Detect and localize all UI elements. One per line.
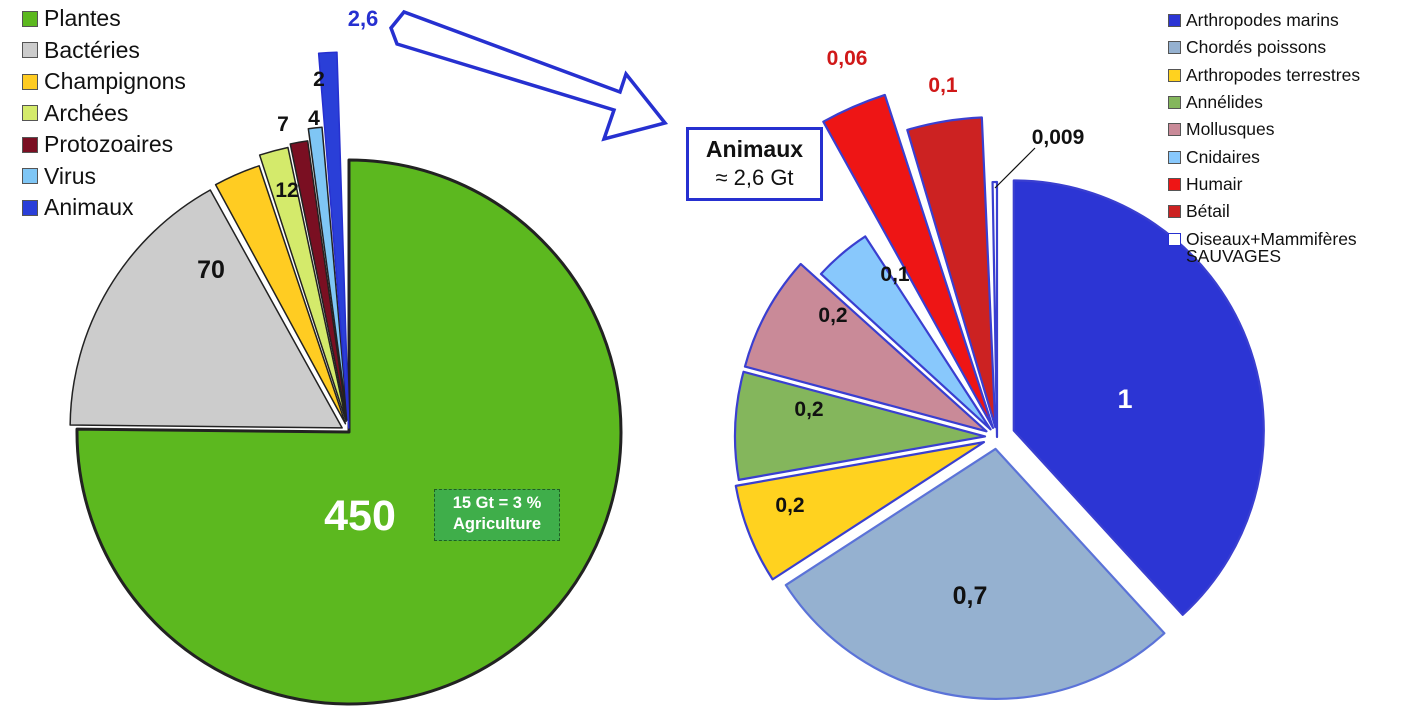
legend-left-label: Archées	[44, 99, 129, 126]
legend-left-item-virus: Virus	[22, 161, 186, 193]
left-pie	[69, 51, 623, 706]
legend-left-label: Champignons	[44, 68, 186, 95]
arrow-animaux	[389, 9, 669, 142]
left-slice-bacteries	[69, 189, 343, 429]
right-label-chordes-poissons: 0,7	[953, 582, 988, 610]
legend-right: Arthropodes marins Chordés poissons Arthro…	[1168, 7, 1360, 265]
legend-left-item-archees: Archées	[22, 98, 186, 130]
legend-right-swatch-cnidaires	[1168, 150, 1181, 164]
right-pie	[733, 93, 1265, 700]
left-label-protozoaires: 4	[308, 107, 320, 130]
legend-right-swatch-chordes-poissons	[1168, 41, 1181, 55]
legend-right-swatch-arthropodes-marins	[1168, 14, 1181, 28]
left-slice-archees	[258, 146, 347, 423]
legend-right-item-cnidaires: Cnidaires	[1168, 143, 1360, 170]
right-label-betail: 0,1	[928, 74, 958, 97]
legend-left-item-bacteries: Bactéries	[22, 35, 186, 67]
right-slice-betail	[906, 116, 997, 429]
left-slice-animaux	[317, 51, 350, 429]
legend-right-label: Arthropodes terrestres	[1186, 64, 1361, 85]
right-label-arthropodes-terrestres: 0,2	[775, 494, 804, 517]
legend-right-item-betail: Bétail	[1168, 198, 1360, 225]
right-slice-arthropodes-marins	[1012, 179, 1265, 616]
left-label-archees: 7	[277, 113, 289, 136]
legend-left-label: Animaux	[44, 194, 134, 221]
legend-left-swatch-champignons	[22, 73, 38, 90]
legend-left-label: Bactéries	[44, 36, 140, 63]
legend-right-label: Mollusques	[1186, 119, 1275, 140]
right-slice-arthropodes-terrestres	[734, 441, 986, 581]
leader-line-oiseaux	[994, 147, 1036, 189]
agriculture-annotation: 15 Gt = 3 % Agriculture	[434, 489, 560, 541]
legend-left-swatch-animaux	[22, 199, 38, 216]
left-slice-champignons	[214, 165, 347, 425]
left-label-animaux: 2,6	[348, 6, 379, 31]
right-slice-humain	[822, 93, 995, 429]
right-slice-annelides	[733, 370, 987, 481]
animaux-subtitle: ≈ 2,6 Gt	[715, 165, 794, 190]
legend-left-item-animaux: Animaux	[22, 192, 186, 224]
agriculture-line1: 15 Gt = 3 %	[452, 494, 542, 512]
left-slice-plantes	[75, 158, 623, 706]
legend-left-label: Virus	[44, 162, 96, 189]
slice-labels: 450 70 12 7 4 2 2,6 1 0,7 0,2 0,2 0,2 0,1 0,06 0,1 0,00…	[197, 6, 1132, 610]
right-label-mollusques: 0,2	[818, 304, 847, 327]
legend-right-item-arthropodes-terrestres: Arthropodes terrestres	[1168, 62, 1360, 89]
left-slice-virus	[307, 126, 349, 419]
legend-right-label: Oiseaux+Mammifères	[1186, 228, 1357, 249]
legend-right-label: Arthropodes marins	[1186, 10, 1339, 31]
animaux-total-box: Animaux ≈ 2,6 Gt	[686, 127, 823, 201]
legend-left-item-champignons: Champignons	[22, 66, 186, 98]
legend-left-swatch-bacteries	[22, 42, 38, 59]
legend-left-item-plantes: Plantes	[22, 3, 186, 35]
legend-right-label: Humair	[1186, 173, 1243, 194]
legend-right-swatch-betail	[1168, 205, 1181, 219]
left-label-plantes: 450	[324, 492, 396, 540]
left-label-virus: 2	[313, 68, 325, 91]
legend-left-swatch-protozoaires	[22, 136, 38, 153]
legend-left-item-protozoaires: Protozoaires	[22, 129, 186, 161]
legend-right-swatch-annelides	[1168, 96, 1181, 110]
legend-left-label: Protozoaires	[44, 131, 174, 158]
legend-left: Plantes Bactéries Champignons Archées Protoz…	[22, 3, 186, 224]
legend-right-item-humair: Humair	[1168, 171, 1360, 198]
legend-left-swatch-virus	[22, 168, 38, 185]
right-label-cnidaires: 0,1	[880, 263, 910, 286]
legend-left-swatch-archees	[22, 105, 38, 122]
right-slice-chordes-poissons	[784, 447, 1166, 700]
right-slice-cnidaires	[819, 235, 992, 431]
legend-right-item-chordes-poissons: Chordés poissons	[1168, 34, 1360, 61]
legend-right-item-annelides: Annélides	[1168, 89, 1360, 116]
legend-left-swatch-plantes	[22, 10, 38, 27]
legend-left-label: Plantes	[44, 5, 121, 32]
legend-right-label: Chordés poissons	[1186, 37, 1327, 58]
legend-right-swatch-oiseaux-mammiferes	[1168, 232, 1181, 246]
legend-right-item-oiseaux-mammiferes: Oiseaux+Mammifères	[1168, 225, 1360, 252]
legend-right-item-arthropodes-marins: Arthropodes marins	[1168, 7, 1360, 34]
right-label-oiseaux-mammiferes-sauvages: 0,009	[1032, 126, 1085, 149]
legend-right-swatch-mollusques	[1168, 123, 1181, 137]
legend-right-swatch-arthropodes-terrestres	[1168, 68, 1181, 82]
animaux-title: Animaux	[705, 136, 804, 162]
legend-right-item-mollusques: Mollusques	[1168, 116, 1360, 143]
legend-right-label: Cnidaires	[1186, 146, 1260, 167]
left-label-bacteries: 70	[197, 256, 225, 284]
legend-right-sublabel: SAUVAGES	[1186, 245, 1281, 266]
legend-right-label: Bétail	[1186, 201, 1230, 222]
right-label-annelides: 0,2	[794, 398, 823, 421]
left-slice-protozoaires	[289, 140, 348, 421]
legend-right-label: Annélides	[1186, 92, 1263, 113]
right-slice-mollusques	[743, 262, 988, 433]
right-slice-oiseaux-mammiferes-sauvages	[991, 180, 999, 439]
agriculture-line2: Agriculture	[452, 515, 541, 533]
right-label-humain: 0,06	[827, 47, 868, 70]
legend-right-swatch-humair	[1168, 177, 1181, 191]
left-label-champignons: 12	[275, 179, 298, 202]
right-label-arthropodes-marins: 1	[1117, 384, 1132, 414]
